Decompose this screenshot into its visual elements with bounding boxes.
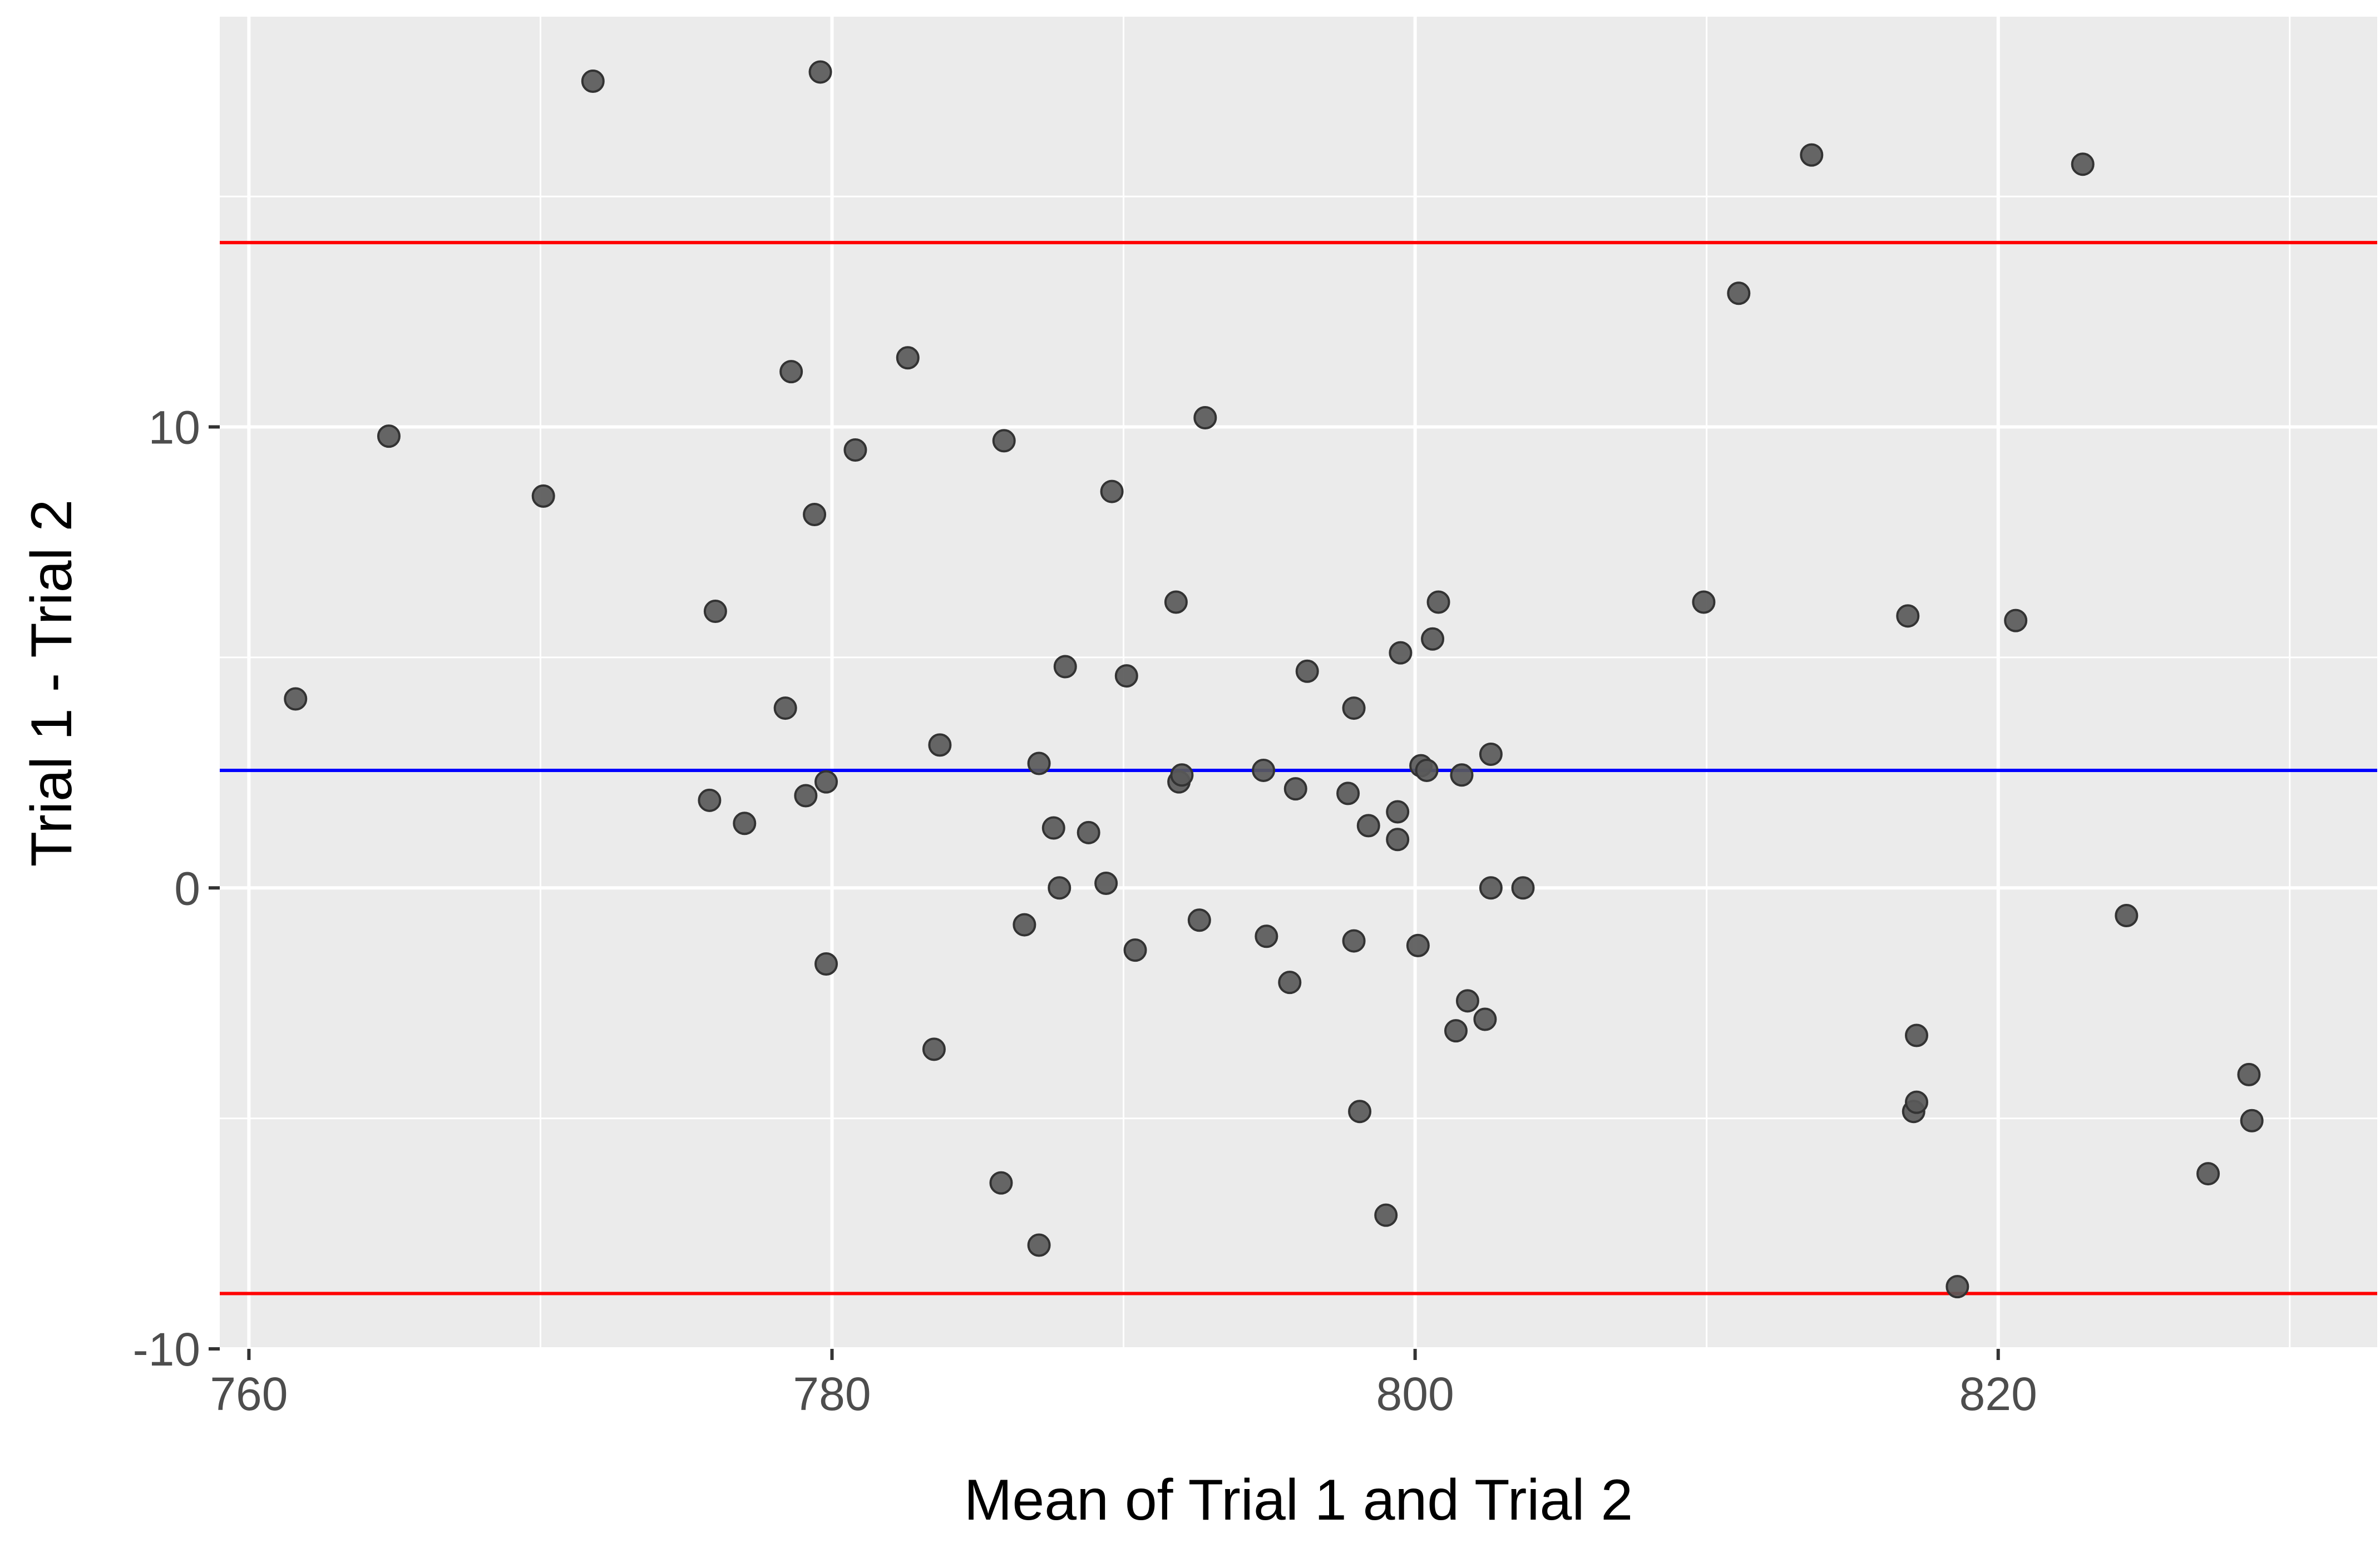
data-point: [1077, 820, 1100, 844]
data-point: [794, 784, 818, 808]
x-tick-label: 760: [210, 1368, 288, 1420]
data-point: [1187, 908, 1211, 932]
data-point: [773, 696, 797, 720]
data-point: [1114, 664, 1138, 688]
data-point: [1164, 590, 1188, 614]
data-point: [1094, 871, 1118, 895]
data-point: [1374, 1203, 1398, 1227]
plot-panel: [220, 17, 2377, 1349]
data-point: [1692, 590, 1716, 614]
y-tick-label: 10: [149, 402, 200, 454]
data-point: [1479, 742, 1503, 766]
data-point: [808, 60, 832, 84]
data-point: [1027, 1233, 1051, 1257]
data-point: [2004, 609, 2028, 632]
x-tick-label: 780: [793, 1368, 871, 1420]
data-point: [284, 687, 308, 711]
data-point: [1278, 971, 1302, 995]
data-point: [1041, 816, 1065, 840]
data-point: [1511, 876, 1535, 900]
data-point: [814, 770, 838, 794]
data-point: [1389, 641, 1413, 665]
data-point: [989, 1171, 1013, 1195]
data-point: [2240, 1109, 2264, 1132]
data-point: [733, 812, 757, 835]
data-point: [1193, 405, 1217, 429]
data-point: [1421, 627, 1445, 651]
data-point: [698, 788, 722, 812]
data-point: [1100, 479, 1124, 503]
data-point: [581, 70, 605, 93]
data-point: [1356, 814, 1380, 838]
data-point: [1450, 763, 1474, 787]
data-point: [703, 600, 727, 624]
data-point: [1123, 938, 1147, 962]
data-point: [992, 429, 1016, 453]
data-point: [922, 1037, 946, 1061]
data-point: [1727, 281, 1751, 305]
x-axis-title: Mean of Trial 1 and Trial 2: [964, 1468, 1633, 1532]
data-point: [1444, 1019, 1468, 1043]
y-tick-label: -10: [133, 1323, 200, 1376]
data-point: [896, 346, 920, 370]
data-point: [1473, 1007, 1497, 1031]
data-point: [1295, 659, 1319, 683]
data-point: [1013, 913, 1036, 937]
data-point: [1904, 1023, 1928, 1047]
data-point: [1342, 929, 1366, 953]
y-tick-label: 0: [174, 862, 200, 914]
data-point: [1170, 763, 1194, 787]
data-point: [1386, 800, 1410, 824]
data-point: [1348, 1100, 1372, 1124]
data-point: [928, 733, 952, 757]
data-point: [1283, 777, 1307, 801]
data-point: [1904, 1090, 1928, 1114]
data-point: [377, 424, 401, 448]
reference-lines: [220, 241, 2377, 1295]
data-point: [1455, 989, 1479, 1013]
data-point: [2237, 1062, 2261, 1086]
data-point: [1426, 590, 1450, 614]
data-point: [1252, 758, 1276, 782]
data-point: [1342, 696, 1366, 720]
data-point: [1053, 655, 1077, 679]
x-tick-label: 800: [1376, 1368, 1454, 1420]
axis-ticks: [209, 425, 2000, 1360]
data-point: [531, 484, 555, 508]
major-gridlines: [220, 17, 2377, 1351]
data-point: [1255, 924, 1278, 948]
data-point: [1946, 1275, 1969, 1299]
data-point: [1800, 143, 1824, 167]
x-tick-label: 820: [1959, 1368, 2037, 1420]
data-point: [843, 438, 867, 462]
data-point: [779, 360, 803, 384]
data-point: [1027, 751, 1051, 775]
data-point: [1896, 604, 1920, 628]
data-point: [1406, 933, 1430, 957]
data-point: [2196, 1162, 2220, 1186]
data-point: [2071, 152, 2095, 176]
data-point: [1048, 876, 1072, 900]
data-point: [1415, 758, 1439, 782]
data-points: [284, 60, 2264, 1299]
axis-tick-labels: 760 780 800 820 -10 0 10: [133, 402, 2037, 1420]
data-point: [814, 952, 838, 976]
y-axis-title: Trial 1 - Trial 2: [19, 499, 84, 867]
data-point: [1479, 876, 1503, 900]
data-point: [1336, 782, 1360, 805]
data-point: [803, 503, 827, 527]
data-point: [1386, 828, 1410, 852]
data-point: [2115, 904, 2139, 928]
